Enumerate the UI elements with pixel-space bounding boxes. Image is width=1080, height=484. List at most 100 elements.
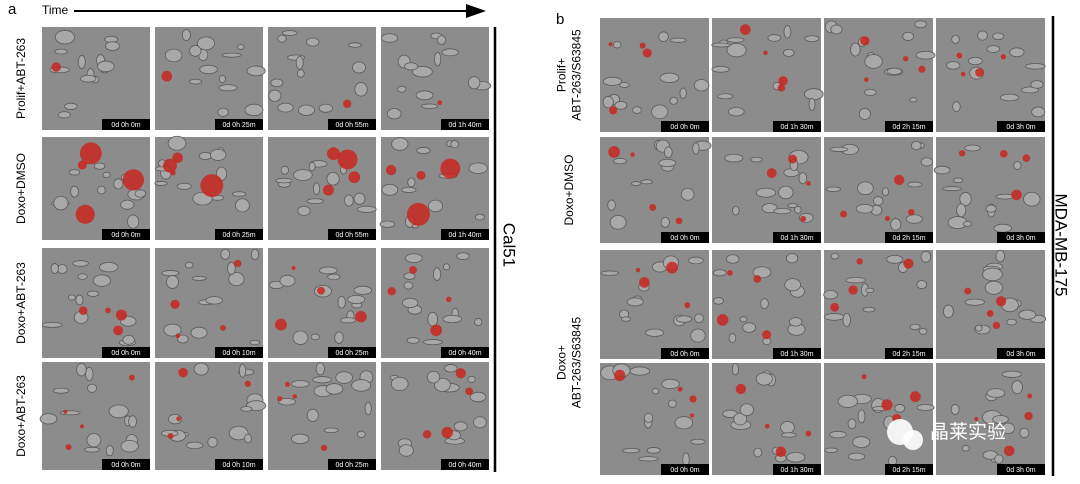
fluorescent-cell [79,424,85,429]
cell [600,270,620,276]
cell [915,50,936,60]
fluorescent-cell [176,416,182,422]
cell [916,280,928,290]
fluorescent-cell [630,152,635,157]
timestamp-box [215,459,263,470]
cell [640,179,653,185]
micrograph: 0d 3h 0m [936,249,1047,359]
cell [391,137,409,151]
cell [218,84,238,92]
timestamp: 0d 3h 0m [1006,351,1035,358]
cell [946,61,961,70]
cell [823,313,845,321]
timestamp-box [997,464,1045,475]
timestamp: 0d 0h 0m [670,467,699,474]
fluorescent-cell [739,24,751,35]
micrograph: 0d 0h 0m [600,363,709,475]
cell [442,263,451,271]
cell [154,181,168,186]
micrograph: 0d 0h 0m [600,250,709,359]
fluorescent-cell [763,50,768,55]
fluorescent-cell [856,258,863,265]
cell [916,404,935,411]
cell [277,34,287,43]
time-label: Time [42,3,69,17]
cell [453,421,468,432]
cell [85,366,94,381]
cell [120,199,135,210]
cell [726,42,747,58]
fluorescent-cell [764,423,770,429]
watermark-text: 晶莱实验 [930,421,1006,443]
cell [953,177,964,184]
timestamp: 0d 1h 30m [780,124,813,131]
cell [785,253,799,264]
timestamp: 0d 0h 25m [335,462,368,469]
cell [237,44,245,50]
cell [437,35,447,45]
fluorescent-cell [79,142,102,165]
cell [733,412,748,426]
micrograph: 0d 0h 40m [381,362,489,470]
cell [1006,318,1017,326]
cell [803,88,824,101]
cell [335,371,353,384]
fluorescent-cell [884,215,890,221]
timestamp: 0d 0h 0m [111,122,140,129]
fluorescent-cell [964,287,972,295]
image-background [712,18,821,132]
cell [669,96,678,105]
cell [113,178,124,190]
fluorescent-cell [777,84,786,92]
fluorescent-cell [445,296,452,303]
cell [742,322,757,333]
cell [227,261,236,275]
timestamp-box [441,119,489,130]
cell [297,205,311,216]
cell [857,409,866,424]
timestamp: 0d 0h 40m [448,350,481,357]
cell [193,362,209,376]
cell [728,333,737,343]
cell [277,102,294,113]
cell [862,306,876,313]
timestamp-box [997,348,1045,359]
fluorescent-cell [775,446,787,457]
fluorescent-cell [51,62,61,72]
cell [943,304,954,319]
cell [651,388,660,395]
cell [651,104,669,120]
cell [726,37,745,43]
cell [291,433,310,445]
cell [312,376,332,384]
cell [189,78,203,85]
fluorescent-cell [958,150,966,157]
cell [977,30,988,41]
cell [347,294,366,304]
fluorescent-cell [406,202,430,226]
cell [1024,63,1046,70]
fluorescent-cell [441,426,453,439]
cell [244,433,252,444]
cell [910,140,922,151]
timestamp-box [661,121,709,132]
cell [474,213,485,221]
cell [850,42,861,57]
fluorescent-cell [387,287,396,296]
cell [244,103,264,117]
cell [275,177,293,184]
cell [731,363,739,376]
cell [337,295,346,309]
fluorescent-cell [861,374,867,380]
fluorescent-cell [178,367,188,378]
cell [767,34,782,42]
cell [102,171,111,179]
cell [1009,47,1025,58]
fluorescent-cell [642,48,652,58]
cell [205,296,223,305]
cell [434,377,451,392]
fluorescent-cell [960,71,966,77]
timestamp-box [661,232,709,243]
cell [995,249,1005,263]
micrograph: 0d 2h 15m [824,18,936,132]
